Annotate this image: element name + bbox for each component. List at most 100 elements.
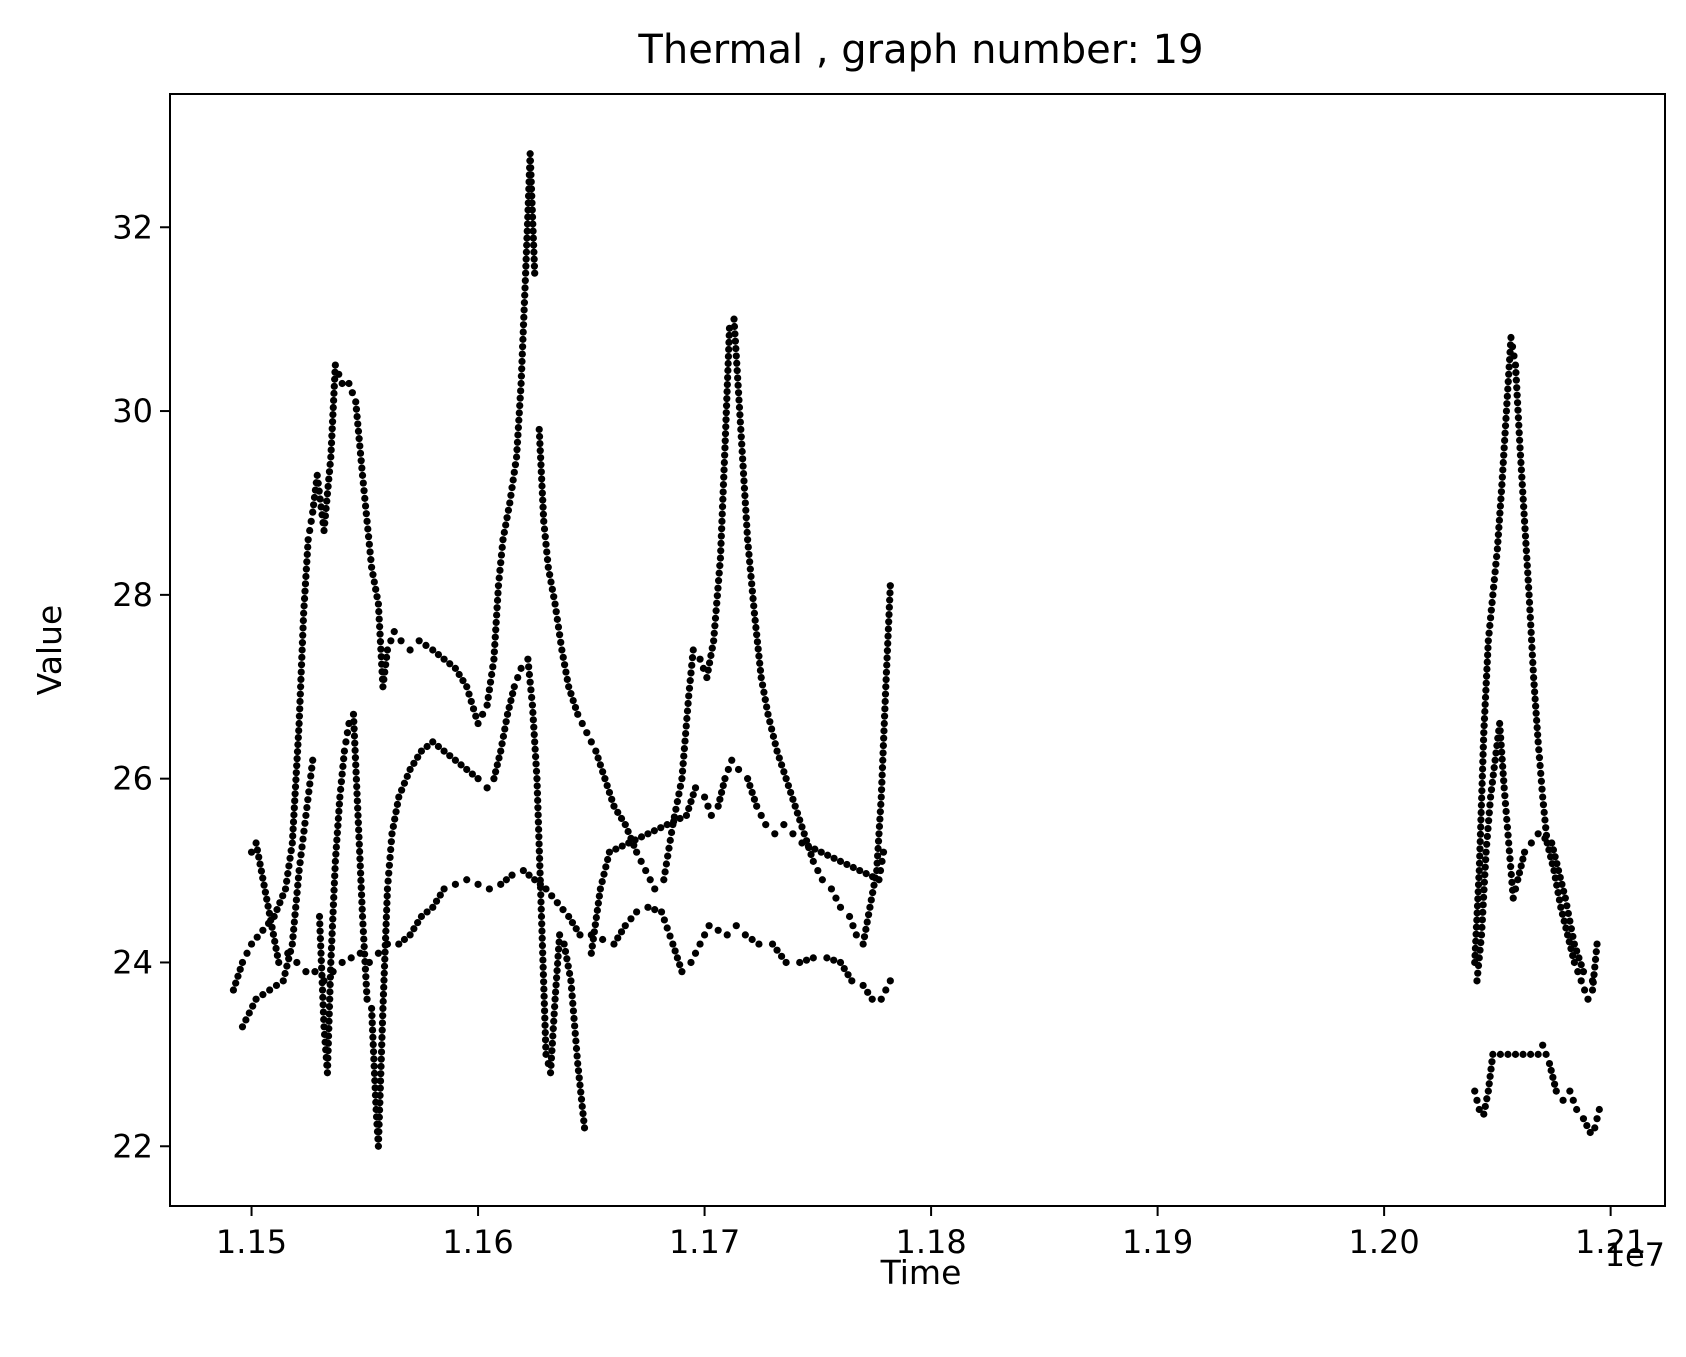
data-point bbox=[875, 822, 884, 831]
data-point bbox=[736, 418, 744, 426]
data-point bbox=[637, 857, 645, 865]
data-point bbox=[746, 565, 754, 573]
data-point bbox=[789, 795, 797, 803]
data-point bbox=[624, 827, 632, 836]
data-point bbox=[784, 781, 792, 790]
data-point bbox=[511, 461, 520, 469]
data-point bbox=[340, 747, 349, 755]
data-point bbox=[753, 638, 762, 646]
data-point bbox=[365, 958, 373, 967]
data-point bbox=[364, 525, 372, 533]
data-point bbox=[718, 517, 726, 525]
data-point bbox=[387, 838, 395, 846]
data-point bbox=[722, 416, 730, 424]
data-point bbox=[868, 995, 876, 1003]
data-point bbox=[352, 768, 360, 776]
data-point bbox=[1508, 878, 1516, 886]
data-point bbox=[327, 958, 335, 967]
data-point bbox=[882, 675, 890, 684]
data-point bbox=[563, 955, 571, 963]
data-point bbox=[352, 775, 360, 783]
data-point bbox=[294, 874, 303, 882]
data-point bbox=[535, 840, 543, 848]
data-point bbox=[610, 940, 618, 948]
data-point bbox=[538, 941, 547, 950]
data-point bbox=[1548, 839, 1556, 847]
data-point bbox=[379, 683, 387, 691]
data-point bbox=[880, 727, 888, 735]
data-point bbox=[332, 850, 340, 858]
data-point bbox=[651, 906, 659, 914]
data-point bbox=[1534, 731, 1542, 739]
data-point bbox=[455, 670, 463, 679]
data-point bbox=[879, 756, 887, 764]
data-point bbox=[377, 1070, 385, 1078]
data-point bbox=[531, 745, 539, 753]
data-point bbox=[537, 905, 545, 913]
data-point bbox=[603, 781, 611, 790]
data-point bbox=[414, 919, 422, 927]
data-point bbox=[299, 631, 307, 639]
data-point bbox=[734, 374, 742, 382]
data-point bbox=[700, 931, 709, 939]
data-point bbox=[542, 1043, 550, 1051]
data-point bbox=[257, 867, 266, 875]
data-point bbox=[741, 931, 749, 939]
data-point bbox=[708, 644, 716, 652]
data-point bbox=[354, 819, 362, 827]
data-point bbox=[534, 818, 542, 826]
data-point bbox=[271, 937, 279, 945]
data-point bbox=[339, 762, 347, 771]
data-point bbox=[886, 589, 894, 597]
x-tick-label: 1.20 bbox=[1348, 1223, 1419, 1261]
data-point bbox=[360, 935, 368, 943]
data-point bbox=[539, 963, 547, 971]
data-point bbox=[497, 747, 505, 755]
data-point bbox=[732, 352, 740, 360]
data-point bbox=[1477, 938, 1485, 947]
data-point bbox=[539, 970, 547, 979]
data-point bbox=[604, 855, 612, 864]
data-point bbox=[1522, 547, 1530, 555]
data-point bbox=[844, 971, 852, 979]
data-point bbox=[1497, 741, 1505, 749]
data-point bbox=[591, 921, 599, 929]
data-point bbox=[717, 539, 725, 547]
data-point bbox=[574, 1059, 582, 1068]
data-point bbox=[713, 592, 721, 600]
data-point bbox=[757, 673, 765, 682]
data-point bbox=[311, 968, 319, 976]
data-point bbox=[356, 442, 364, 450]
data-point bbox=[1516, 451, 1525, 459]
data-point bbox=[325, 1025, 333, 1033]
data-point bbox=[514, 431, 522, 439]
data-point bbox=[769, 732, 778, 740]
data-point bbox=[298, 639, 307, 647]
data-point bbox=[811, 845, 819, 853]
data-point bbox=[551, 1002, 559, 1011]
data-point bbox=[319, 1008, 328, 1016]
data-point bbox=[534, 804, 542, 812]
data-point bbox=[297, 675, 305, 684]
data-point bbox=[1491, 756, 1499, 764]
data-point bbox=[1513, 384, 1521, 392]
data-point bbox=[859, 940, 867, 948]
data-point bbox=[509, 690, 517, 698]
data-point bbox=[676, 961, 684, 969]
data-point bbox=[836, 857, 845, 865]
data-point bbox=[1554, 889, 1562, 897]
data-point bbox=[1477, 816, 1485, 824]
data-point bbox=[1485, 809, 1493, 817]
data-point bbox=[300, 827, 308, 835]
data-point bbox=[328, 922, 337, 930]
data-point bbox=[722, 423, 730, 431]
data-point bbox=[558, 646, 566, 654]
data-point bbox=[1562, 924, 1570, 932]
data-point bbox=[393, 800, 402, 808]
data-point bbox=[342, 738, 350, 746]
data-point bbox=[298, 646, 306, 654]
data-point bbox=[592, 747, 600, 755]
data-point bbox=[802, 956, 811, 964]
data-point bbox=[520, 313, 528, 321]
data-point bbox=[365, 540, 373, 548]
